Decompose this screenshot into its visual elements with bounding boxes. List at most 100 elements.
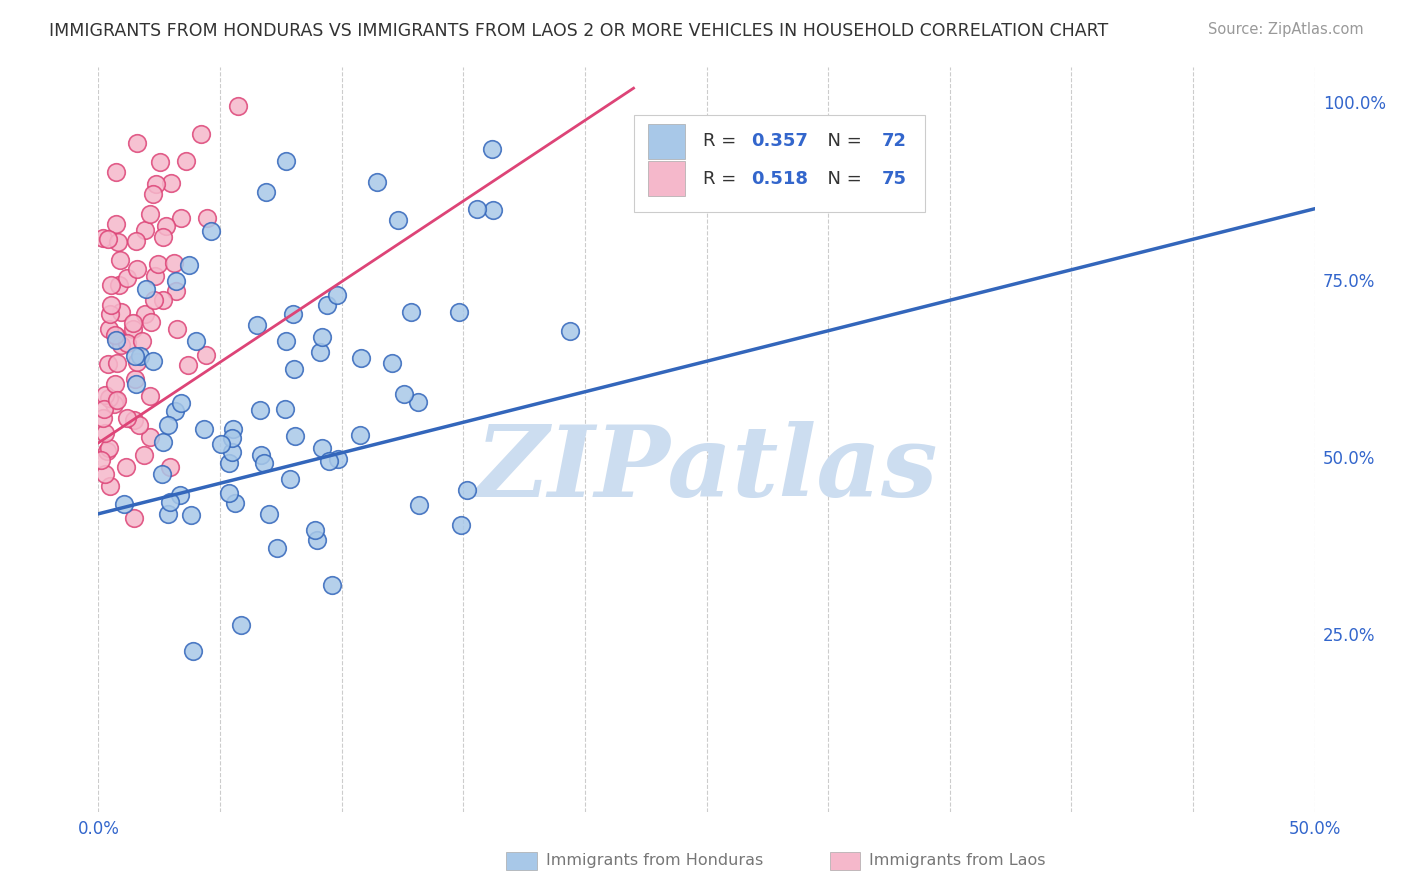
- Point: [91, 411, 114, 425]
- Point: [165, 285, 187, 299]
- Point: [143, 268, 166, 283]
- Point: [131, 334, 153, 348]
- Point: [105, 333, 128, 347]
- Point: [209, 437, 232, 451]
- Point: [152, 229, 174, 244]
- Point: [160, 177, 183, 191]
- Point: [250, 448, 273, 462]
- Point: [108, 278, 131, 293]
- Point: [253, 456, 276, 470]
- Point: [256, 185, 278, 199]
- Point: [98, 478, 121, 492]
- Point: [152, 293, 174, 307]
- Point: [134, 307, 156, 321]
- Text: IMMIGRANTS FROM HONDURAS VS IMMIGRANTS FROM LAOS 2 OR MORE VEHICLES IN HOUSEHOLD: IMMIGRANTS FROM HONDURAS VS IMMIGRANTS F…: [49, 22, 1108, 40]
- Point: [98, 307, 121, 321]
- Point: [321, 578, 343, 592]
- Point: [274, 401, 297, 416]
- Point: [406, 394, 429, 409]
- Point: [125, 377, 148, 392]
- Text: Source: ZipAtlas.com: Source: ZipAtlas.com: [1208, 22, 1364, 37]
- Text: N =: N =: [815, 169, 868, 187]
- Point: [560, 324, 582, 338]
- Point: [170, 211, 193, 226]
- Point: [482, 202, 505, 217]
- Point: [100, 298, 122, 312]
- Point: [200, 224, 222, 238]
- Point: [283, 361, 305, 376]
- Text: 72: 72: [882, 132, 907, 151]
- Point: [125, 235, 148, 249]
- Point: [121, 316, 143, 330]
- Point: [100, 277, 122, 292]
- Text: N =: N =: [815, 132, 868, 151]
- Point: [122, 511, 145, 525]
- Point: [105, 329, 128, 343]
- Point: [108, 252, 131, 267]
- Point: [197, 211, 219, 225]
- Point: [304, 523, 326, 537]
- Point: [93, 231, 115, 245]
- Point: [97, 391, 120, 405]
- FancyBboxPatch shape: [634, 115, 925, 212]
- Point: [266, 541, 288, 555]
- Point: [229, 618, 252, 632]
- Point: [148, 257, 170, 271]
- Point: [115, 459, 138, 474]
- Point: [104, 392, 127, 407]
- Point: [215, 22, 238, 37]
- Point: [104, 376, 127, 391]
- Point: [349, 428, 371, 442]
- Point: [221, 431, 243, 445]
- Point: [105, 356, 128, 370]
- Point: [170, 395, 193, 409]
- Text: R =: R =: [703, 169, 742, 187]
- Point: [107, 235, 129, 249]
- Point: [104, 328, 127, 343]
- Point: [94, 426, 117, 441]
- Point: [105, 217, 128, 231]
- Point: [135, 282, 157, 296]
- Point: [142, 187, 165, 202]
- Point: [93, 402, 115, 417]
- Point: [128, 417, 150, 432]
- Point: [311, 441, 333, 455]
- Text: ZIPatlas: ZIPatlas: [475, 421, 938, 517]
- Point: [221, 444, 243, 458]
- Point: [177, 358, 200, 372]
- Point: [180, 508, 202, 522]
- Point: [122, 322, 145, 336]
- Point: [274, 153, 297, 168]
- Point: [97, 322, 120, 336]
- Point: [316, 298, 339, 312]
- Point: [166, 322, 188, 336]
- Point: [633, 153, 655, 168]
- Point: [399, 304, 422, 318]
- Point: [138, 207, 160, 221]
- Point: [328, 452, 350, 467]
- Point: [278, 472, 301, 486]
- Point: [169, 487, 191, 501]
- Point: [481, 142, 503, 156]
- Point: [139, 430, 162, 444]
- Point: [98, 441, 121, 455]
- Point: [808, 133, 831, 147]
- Point: [142, 354, 165, 368]
- Point: [150, 467, 173, 482]
- Point: [134, 223, 156, 237]
- Point: [110, 304, 132, 318]
- Text: 0.518: 0.518: [752, 169, 808, 187]
- Point: [110, 337, 132, 351]
- Point: [115, 410, 138, 425]
- Point: [165, 404, 187, 418]
- Point: [96, 232, 118, 246]
- Point: [124, 350, 146, 364]
- Point: [221, 421, 243, 435]
- Point: [93, 467, 115, 481]
- Point: [174, 153, 197, 168]
- Point: [283, 307, 305, 321]
- Point: [125, 354, 148, 368]
- Point: [115, 270, 138, 285]
- FancyBboxPatch shape: [648, 161, 685, 196]
- Point: [139, 389, 162, 403]
